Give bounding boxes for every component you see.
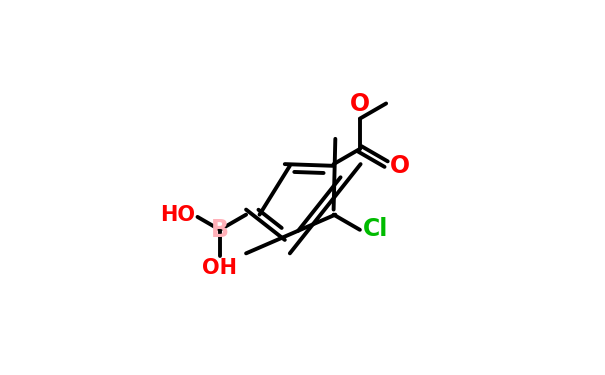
- Text: HO: HO: [160, 206, 195, 225]
- Text: B: B: [211, 218, 229, 242]
- Text: O: O: [350, 92, 370, 116]
- Text: O: O: [390, 153, 410, 177]
- Text: OH: OH: [202, 258, 237, 279]
- Text: Cl: Cl: [363, 217, 388, 241]
